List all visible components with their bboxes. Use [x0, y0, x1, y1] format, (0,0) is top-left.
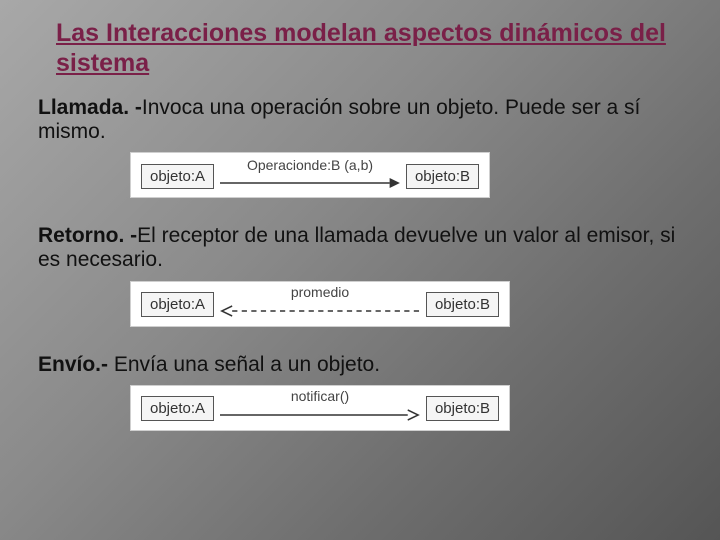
arrow-zone: promedio — [220, 290, 420, 320]
arrow-zone: Operacionde:B (a,b) — [220, 161, 400, 191]
arrow-line — [220, 176, 400, 190]
arrow-line — [220, 304, 420, 318]
diagram-llamada: objeto:A Operacionde:B (a,b) objeto:B — [130, 152, 490, 198]
page-title: Las Interacciones modelan aspectos dinám… — [56, 18, 672, 78]
arrow-zone: notificar() — [220, 394, 420, 424]
arrow-svg — [220, 176, 400, 190]
node-right: objeto:B — [406, 164, 479, 189]
node-right: objeto:B — [426, 396, 499, 421]
section-2-desc: Retorno. -El receptor de una llamada dev… — [38, 224, 682, 272]
arrow-svg — [220, 408, 420, 422]
diagram-retorno: objeto:A promedio objeto:B — [130, 281, 510, 327]
arrow-line — [220, 408, 420, 422]
arrow-label: notificar() — [220, 388, 420, 404]
node-left: objeto:A — [141, 396, 214, 421]
section-1-bold: Llamada. - — [38, 96, 142, 119]
section-3-rest: Envía una señal a un objeto. — [108, 353, 380, 376]
diagram-envio: objeto:A notificar() objeto:B — [130, 385, 510, 431]
section-2-bold: Retorno. - — [38, 224, 137, 247]
arrow-label: promedio — [220, 284, 420, 300]
section-1-desc: Llamada. -Invoca una operación sobre un … — [38, 96, 682, 144]
node-left: objeto:A — [141, 164, 214, 189]
node-left: objeto:A — [141, 292, 214, 317]
node-right: objeto:B — [426, 292, 499, 317]
arrow-label: Operacionde:B (a,b) — [220, 157, 400, 173]
section-3-desc: Envío.- Envía una señal a un objeto. — [38, 353, 682, 377]
arrow-svg — [220, 304, 420, 318]
section-3-bold: Envío.- — [38, 353, 108, 376]
